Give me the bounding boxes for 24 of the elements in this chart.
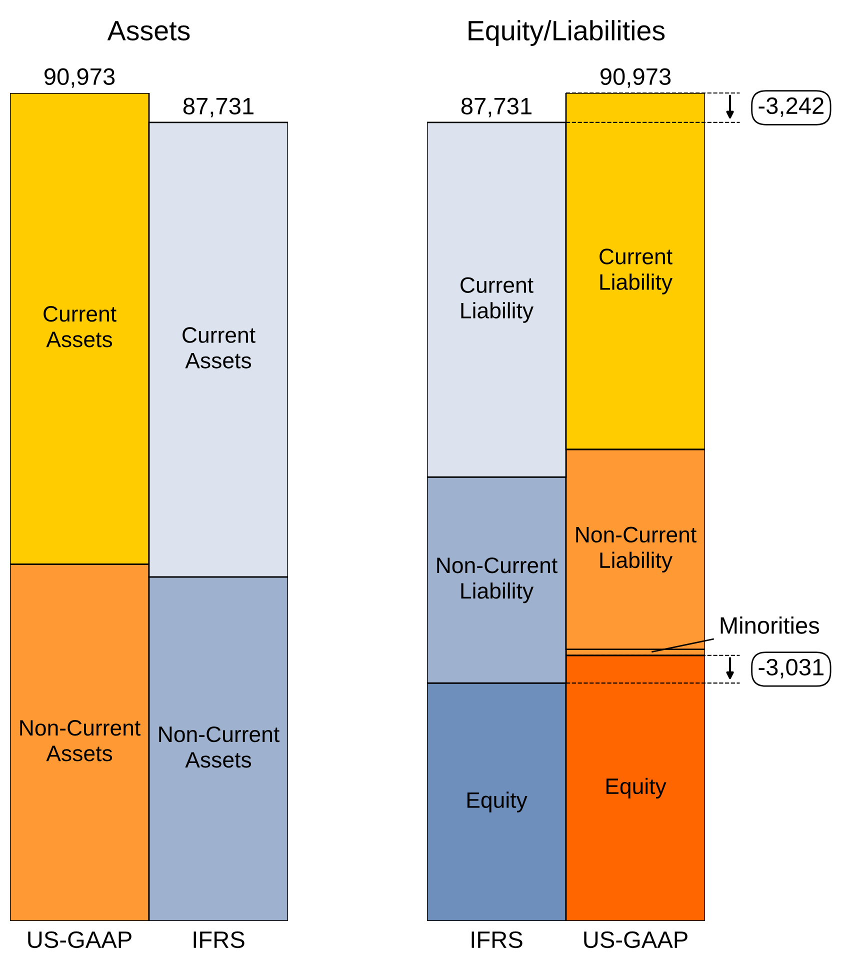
text: Equity	[606, 778, 666, 799]
chart-title: Equity/Liabilities	[468, 20, 665, 46]
x-tick-label: IFRS	[194, 931, 244, 948]
annotation: 90,973	[600, 68, 671, 88]
annotation: 87,731	[461, 98, 532, 118]
text: Current Liability	[600, 248, 673, 294]
annotation: 90,973	[44, 68, 115, 88]
annotation: 87,731	[183, 98, 254, 118]
chart-title: Assets	[107, 21, 190, 40]
x-tick-label: IFRS	[472, 931, 522, 948]
text: Non-Current Liability	[576, 526, 696, 572]
series-label: Non-Current Assets	[159, 726, 280, 768]
text: Current Assets	[182, 327, 256, 368]
series-label: Non-Current Liability	[437, 557, 558, 604]
series-label: Equity	[467, 792, 528, 812]
x-tick-label: US-GAAP	[584, 931, 688, 948]
text: -3,242	[758, 97, 824, 117]
text: Non-Current	[20, 720, 140, 736]
series-label: Current Assets	[44, 306, 116, 348]
text: Assets	[46, 746, 112, 762]
series-label: Current Liability	[460, 277, 534, 323]
text: Minorities	[720, 616, 820, 634]
x-tick-label: US-GAAP	[28, 931, 132, 948]
text: -3,031	[758, 658, 824, 678]
